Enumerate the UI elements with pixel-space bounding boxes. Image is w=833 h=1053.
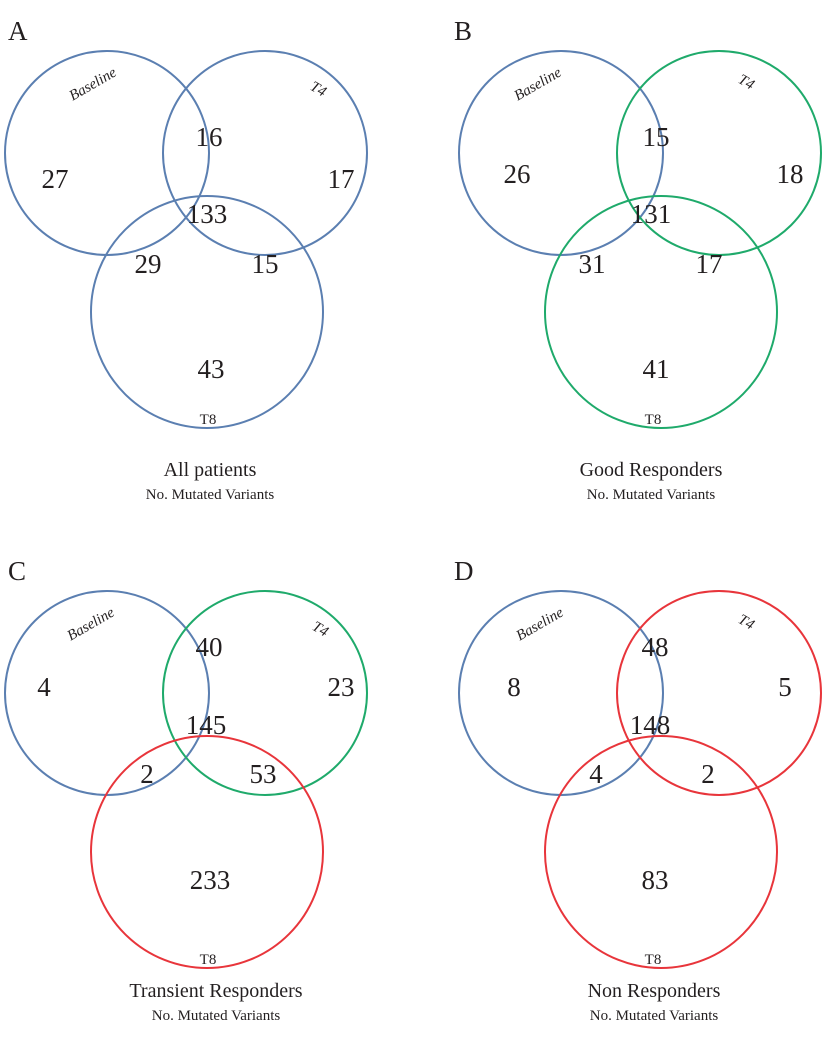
count-baseline-t4: 48 (642, 632, 669, 662)
panel-subtitle: No. Mutated Variants (152, 1008, 281, 1024)
count-t8-only: 233 (190, 865, 231, 895)
baseline-label: Baseline (514, 605, 567, 645)
count-t4-t8: 53 (250, 759, 277, 789)
panel-a: A Baseline T4 T8 27 17 43 16 29 15 133 A… (4, 16, 368, 503)
panel-b: B Baseline T4 T8 26 18 41 15 31 17 131 G… (454, 16, 822, 503)
count-t4-only: 17 (328, 164, 355, 194)
count-t4-t8: 17 (696, 249, 723, 279)
count-all: 131 (631, 199, 672, 229)
count-t4-only: 18 (777, 159, 804, 189)
panel-letter: A (8, 16, 28, 46)
t8-label: T8 (200, 952, 217, 968)
count-all: 133 (187, 199, 228, 229)
count-baseline-t8: 29 (135, 249, 162, 279)
count-t4-t8: 2 (701, 759, 715, 789)
count-all: 148 (630, 710, 671, 740)
panel-c: C Baseline T4 T8 4 23 233 40 2 53 145 Tr… (4, 556, 368, 1024)
panel-title: Non Responders (588, 980, 721, 1002)
count-t4-only: 23 (328, 672, 355, 702)
count-baseline-t4: 40 (196, 632, 223, 662)
count-t8-only: 43 (198, 354, 225, 384)
t8-circle (90, 195, 324, 429)
panel-letter: B (454, 16, 472, 46)
panel-title: Transient Responders (129, 980, 302, 1002)
panel-subtitle: No. Mutated Variants (146, 487, 275, 503)
t4-label: T4 (735, 612, 757, 634)
count-baseline-t8: 31 (579, 249, 606, 279)
count-baseline-only: 27 (42, 164, 69, 194)
count-baseline-only: 8 (507, 672, 521, 702)
count-t8-only: 41 (643, 354, 670, 384)
panel-letter: C (8, 556, 26, 586)
count-all: 145 (186, 710, 227, 740)
count-baseline-t8: 4 (589, 759, 603, 789)
panel-title: Good Responders (580, 459, 723, 481)
t4-circle (162, 590, 368, 796)
baseline-label: Baseline (65, 605, 118, 645)
t4-label: T4 (307, 79, 329, 101)
t8-circle (90, 735, 324, 969)
t4-circle (616, 590, 822, 796)
t8-circle (544, 195, 778, 429)
t8-circle (544, 735, 778, 969)
t8-label: T8 (645, 952, 662, 968)
baseline-label: Baseline (512, 65, 565, 105)
count-baseline-only: 4 (37, 672, 51, 702)
baseline-label: Baseline (67, 65, 120, 105)
count-baseline-only: 26 (504, 159, 531, 189)
count-baseline-t8: 2 (140, 759, 154, 789)
panel-letter: D (454, 556, 474, 586)
t4-circle (162, 50, 368, 256)
panel-subtitle: No. Mutated Variants (590, 1008, 719, 1024)
panel-d: D Baseline T4 T8 8 5 83 48 4 2 148 Non R… (454, 556, 822, 1024)
count-baseline-t4: 15 (643, 122, 670, 152)
t4-circle (616, 50, 822, 256)
count-baseline-t4: 16 (196, 122, 223, 152)
count-t4-t8: 15 (252, 249, 279, 279)
panel-title: All patients (164, 459, 257, 481)
count-t4-only: 5 (778, 672, 792, 702)
count-t8-only: 83 (642, 865, 669, 895)
t8-label: T8 (200, 412, 217, 428)
panel-subtitle: No. Mutated Variants (587, 487, 716, 503)
t4-label: T4 (309, 619, 331, 641)
t8-label: T8 (645, 412, 662, 428)
t4-label: T4 (735, 72, 757, 94)
